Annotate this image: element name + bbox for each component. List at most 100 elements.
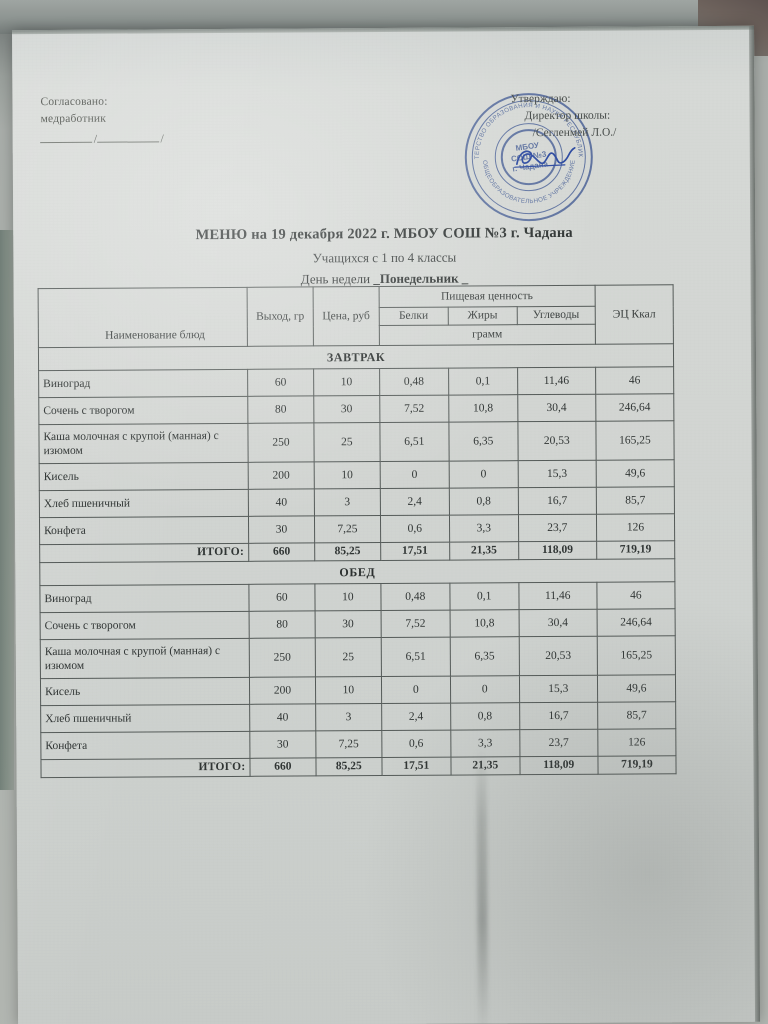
cell-fat: 6,35 [448, 421, 518, 462]
table-row: Кисель 200 10 0 0 15,3 49,6 [40, 674, 676, 706]
table-row: Каша молочная с крупой (манная) с изюмом… [38, 420, 675, 464]
cell-carbs: 20,53 [517, 421, 596, 461]
cell-price: 10 [313, 368, 380, 396]
dish-name-cell: Хлеб пшеничный [39, 489, 249, 518]
total-cell-price: 85,25 [315, 757, 382, 776]
cell-kcal: 46 [595, 366, 674, 395]
cell-output: 80 [247, 395, 314, 424]
cell-protein: 0,6 [381, 730, 451, 758]
cell-protein: 0,48 [379, 368, 449, 396]
cell-output: 40 [249, 703, 316, 732]
cell-fat: 10,8 [448, 394, 518, 423]
approval-right-name: /Сегленмей Л.О./ [532, 126, 617, 140]
total-cell-output: 660 [249, 757, 316, 777]
cell-kcal: 165,25 [595, 420, 675, 461]
total-cell-protein: 17,51 [381, 757, 451, 776]
stamp-core-line3: г. Чадана [511, 159, 549, 174]
column-header-name: Наименование блюд [38, 287, 248, 348]
signature-blank-1 [40, 131, 94, 144]
total-cell-protein: 17,51 [380, 542, 450, 561]
cell-kcal: 126 [596, 513, 675, 542]
weekday-value: _Понедельник _ [373, 270, 469, 287]
dish-name-cell: Кисель [39, 462, 249, 491]
cell-price: 7,25 [314, 515, 381, 543]
cell-price: 3 [315, 703, 382, 731]
cell-output: 60 [248, 583, 315, 612]
cell-price: 25 [313, 422, 380, 462]
paper-sheet: Согласовано: медработник / / МИНИСТЕРСТВ [12, 25, 761, 1024]
dish-name-cell: Виноград [38, 369, 248, 398]
cell-fat: 3,3 [449, 514, 519, 543]
cell-fat: 3,3 [450, 729, 520, 758]
cell-fat: 0,1 [449, 582, 519, 611]
cell-kcal: 85,7 [597, 701, 676, 730]
surface-left-strip [0, 230, 14, 790]
cell-output: 60 [247, 368, 314, 397]
total-cell-carbs: 118,09 [519, 756, 598, 775]
menu-table: Наименование блюд Выход, гр Цена, руб Пи… [38, 284, 677, 778]
cell-carbs: 16,7 [519, 702, 598, 730]
table-row: Хлеб пшеничный 40 3 2,4 0,8 16,7 85,7 [40, 701, 676, 733]
table-row: Сочень с творогом 80 30 7,52 10,8 30,4 246,64 [38, 393, 674, 425]
cell-protein: 0 [379, 461, 450, 489]
column-header-output: Выход, гр [247, 286, 314, 347]
cell-output: 200 [248, 461, 315, 490]
column-header-kcal: ЭЦ Ккал [594, 284, 674, 345]
dish-name-cell: Каша молочная с крупой (манная) с изюмом [38, 423, 249, 464]
cell-output: 30 [249, 730, 316, 759]
column-header-price: Цена, руб [312, 286, 380, 346]
total-cell-carbs: 118,09 [518, 541, 597, 560]
approval-right-line2: Директор школы: [524, 109, 611, 123]
cell-carbs: 11,46 [518, 582, 597, 610]
dish-name-cell: Кисель [40, 677, 250, 706]
dish-name-cell: Сочень с творогом [38, 396, 248, 425]
total-cell-kcal: 719,19 [596, 540, 675, 560]
total-cell-kcal: 719,19 [597, 755, 677, 775]
cell-fat: 0 [450, 675, 520, 704]
column-header-grams-unit: грамм [379, 324, 596, 346]
column-header-carbs: Углеводы [516, 306, 596, 325]
cell-carbs: 23,7 [519, 729, 598, 757]
signature-slash-2: / [160, 131, 164, 146]
dish-name-cell: Сочень с творогом [40, 611, 250, 640]
stamp-arc-bottom-text: ОБЩЕОБРАЗОВАТЕЛЬНОЕ УЧРЕЖДЕНИЕ [481, 159, 577, 205]
approval-right-line1: Утверждаю: [510, 92, 571, 106]
page-title: МЕНЮ на 19 декабря 2022 г. МБОУ СОШ №3 г… [195, 224, 573, 244]
cell-fat: 0,1 [448, 367, 518, 396]
cell-carbs: 23,7 [518, 514, 597, 542]
approval-left-signature-lines: / / [40, 130, 165, 148]
cell-price: 10 [314, 461, 381, 489]
cell-kcal: 85,7 [596, 486, 675, 515]
approval-block-left: Согласовано: медработник / / [40, 93, 164, 148]
stamp-core-line1: МБОУ [515, 140, 540, 153]
cell-protein: 6,51 [379, 422, 449, 462]
cell-kcal: 246,64 [596, 608, 676, 637]
dish-name-cell: Каша молочная с крупой (манная) с изюмом [40, 638, 250, 679]
cell-kcal: 49,6 [597, 674, 676, 703]
total-row: ИТОГО: 660 85,25 17,51 21,35 118,09 719,19 [40, 755, 677, 778]
cell-fat: 0,8 [450, 702, 520, 731]
cell-protein: 0,48 [380, 583, 450, 611]
dish-name-cell: Конфета [39, 516, 249, 545]
approval-left-line1: Согласовано: [40, 95, 108, 109]
cell-carbs: 30,4 [517, 394, 596, 422]
handwritten-signature [514, 146, 576, 168]
stamp-core-line2: СОШ №3 [510, 149, 547, 164]
total-cell-fat: 21,35 [450, 756, 520, 776]
document-content: Согласовано: медработник / / МИНИСТЕРСТВ [12, 26, 760, 1024]
table-row: Конфета 30 7,25 0,6 3,3 23,7 126 [39, 513, 675, 545]
cell-protein: 2,4 [380, 488, 450, 516]
menu-table-container: Наименование блюд Выход, гр Цена, руб Пи… [38, 284, 677, 778]
table-row: Виноград 60 10 0,48 0,1 11,46 46 [38, 366, 674, 398]
cell-protein: 2,4 [381, 703, 451, 731]
cell-output: 80 [249, 610, 316, 639]
cell-price: 7,25 [315, 730, 382, 758]
cell-protein: 7,52 [380, 610, 450, 638]
total-cell-price: 85,25 [314, 542, 381, 561]
table-row: Хлеб пшеничный 40 3 2,4 0,8 16,7 85,7 [39, 486, 675, 518]
cell-carbs: 11,46 [517, 367, 596, 395]
cell-kcal: 126 [597, 728, 676, 757]
cell-fat: 0,8 [449, 487, 519, 516]
menu-table-body: ЗАВТРАК Виноград 60 10 0,48 0,1 11,46 46 Сочень … [38, 343, 677, 778]
